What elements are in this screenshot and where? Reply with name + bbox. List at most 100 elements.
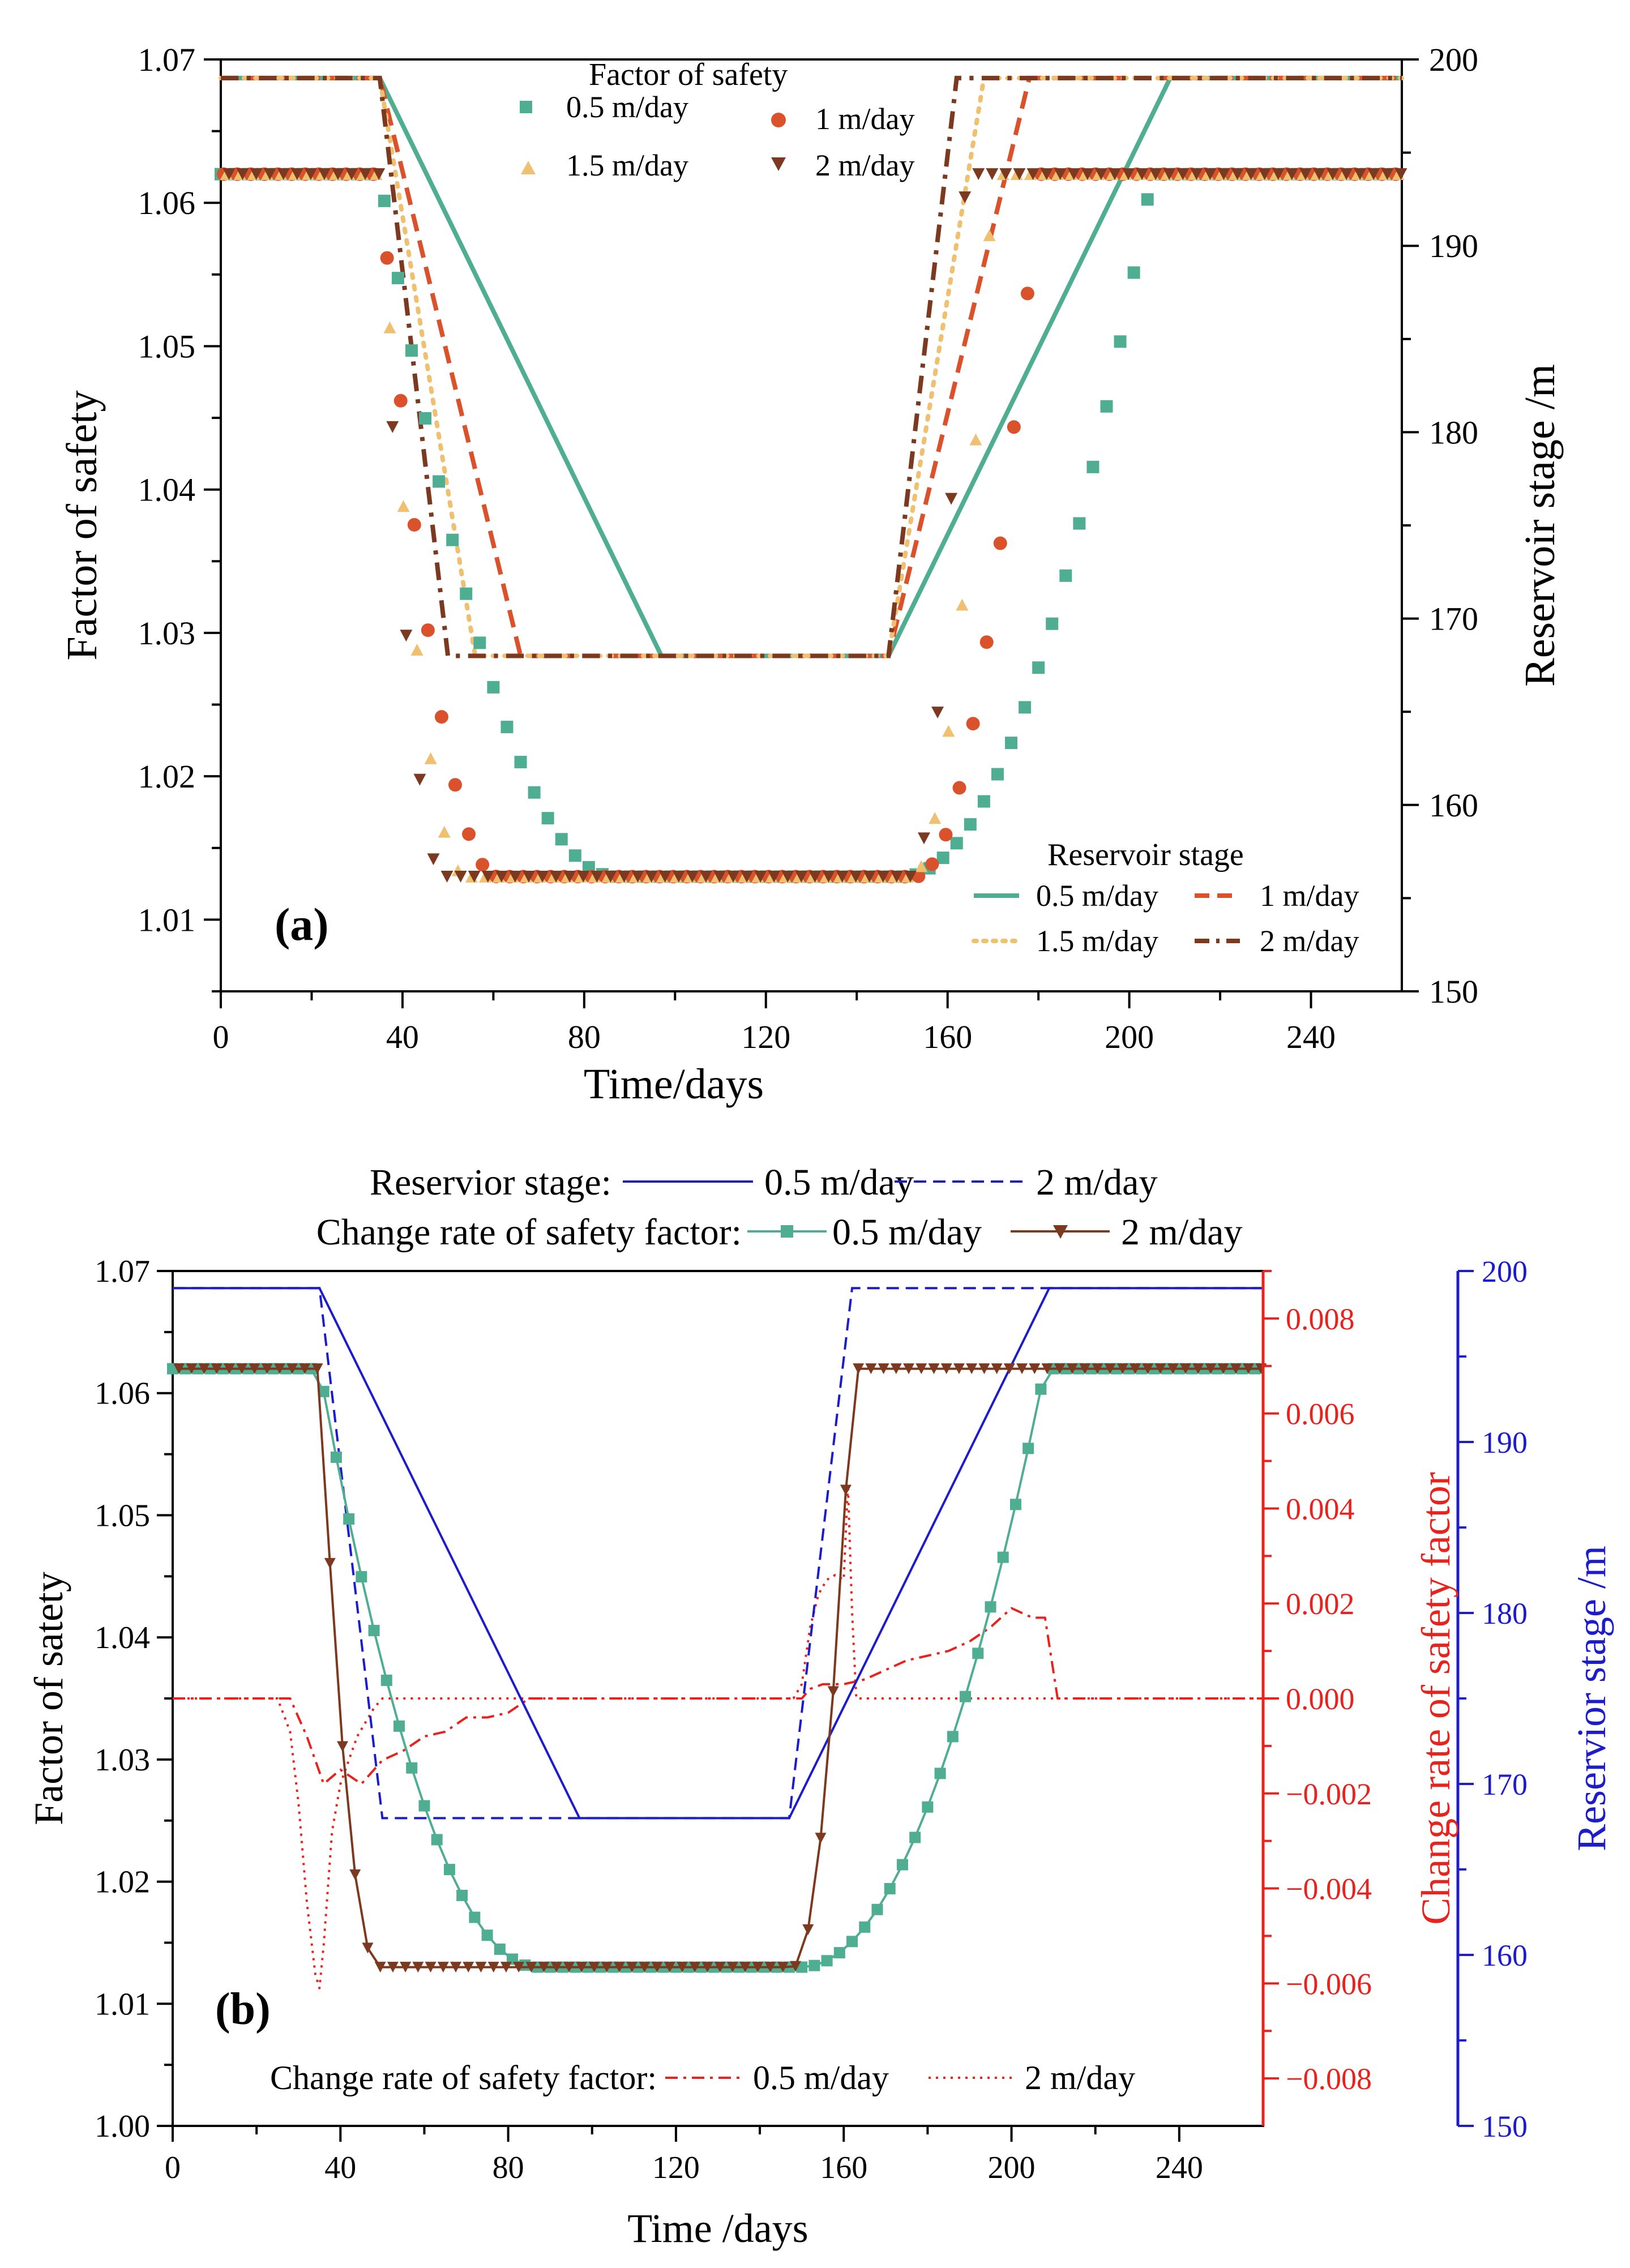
panel-a-fos-point	[991, 768, 1004, 781]
panel-a-fos-point	[397, 500, 410, 512]
panel-a-fos-point	[400, 630, 413, 642]
panel-a-fos-point	[768, 870, 781, 883]
panel-b-fos-point	[840, 1484, 852, 1496]
panel-b-fos-point	[330, 1451, 342, 1463]
panel-b-y-mid-tick-label: −0.008	[1286, 2062, 1372, 2096]
panel-a-fos-point	[591, 870, 604, 883]
panel-a-fos-point	[604, 870, 617, 883]
panel-b-fos-point	[626, 1962, 638, 1973]
panel-a-fos-point	[1204, 168, 1217, 181]
panel-b-fos-point	[406, 1762, 418, 1774]
panel-a-x-tick-label: 120	[741, 1019, 790, 1055]
panel-a-label: (a)	[275, 898, 329, 950]
panel-a-fos-point	[522, 870, 535, 883]
panel-a-fos-point	[1086, 460, 1099, 473]
panel-a-fos-point	[407, 517, 421, 532]
panel-a-x-tick-label: 0	[213, 1019, 229, 1055]
panel-b-y-mid-tick-label: −0.004	[1286, 1872, 1372, 1906]
panel-b-fos-point	[953, 1363, 965, 1375]
panel-b-fos-point	[362, 1942, 374, 1954]
panel-b-fos-point	[664, 1962, 675, 1973]
panel-a-stage-legend: Reservoir stage 0.5 m/day 1 m/day 1.5 m/…	[972, 837, 1359, 958]
panel-a-fos-point	[1149, 168, 1162, 181]
panel-b-fos-point	[1023, 1443, 1034, 1454]
legend-marker-square	[781, 1225, 793, 1238]
panel-b-fos-point	[1009, 1499, 1021, 1510]
panel-a-fos-point	[476, 858, 490, 872]
panel-b-fos-point	[915, 1363, 927, 1375]
panel-b-fos-point	[815, 1833, 827, 1844]
panel-a-fos-point	[1007, 420, 1021, 434]
panel-a-y-right-tick-label: 190	[1429, 228, 1478, 264]
panel-a-fos-point	[993, 536, 1007, 550]
panel-a-y-left-label: Factor of safety	[58, 391, 106, 661]
panel-a-fos-point	[421, 623, 435, 637]
panel-b-fos-point	[211, 1363, 223, 1375]
panel-b-legend-bottom-1: 2 m/day	[1025, 2059, 1135, 2096]
panel-b-fos-point	[261, 1363, 273, 1375]
panel-a-fos-point	[424, 752, 437, 764]
panel-a-x-tick-label: 240	[1286, 1019, 1336, 1055]
panel-b-y-left-tick-label: 1.05	[95, 1498, 150, 1533]
panel-a-stage-legend-1: 1 m/day	[1260, 879, 1359, 913]
panel-b-y-left-tick-label: 1.03	[95, 1743, 150, 1778]
panel-a-fos-point	[822, 870, 835, 883]
panel-b-fos-point	[500, 1962, 512, 1973]
panel-b-fos-point	[960, 1691, 972, 1702]
panel-a-fos-point	[956, 598, 969, 611]
legend-marker-circle	[771, 113, 786, 127]
panel-a-x-label: Time/days	[584, 1060, 764, 1108]
legend-marker-triangle-up	[521, 161, 536, 174]
panel-a-fos-point	[500, 721, 514, 734]
panel-a-fos-point	[672, 870, 685, 883]
panel-a-fos-point	[836, 870, 849, 883]
panel-b-fos-point	[1230, 1363, 1242, 1375]
panel-b-x-tick-label: 0	[165, 2150, 181, 2185]
panel-a-fos-point	[1141, 193, 1154, 206]
panel-a-fos-point	[223, 168, 236, 181]
panel-b-fos-series-0	[167, 1363, 1261, 1973]
panel-a-fos-point	[964, 818, 977, 831]
panel-b-fos-point	[1041, 1363, 1053, 1375]
panel-b-y-mid-tick-label: 0.006	[1286, 1397, 1355, 1431]
panel-a-fos-point	[250, 168, 263, 181]
panel-b-fos-point	[1167, 1363, 1179, 1375]
panel-a-fos-point	[876, 870, 889, 883]
panel-b-fos-point	[356, 1571, 367, 1583]
panel-b-fos-point	[349, 1869, 361, 1880]
panel-a-fos-point	[440, 870, 454, 883]
panel-b-fos-series	[167, 1363, 1267, 1973]
panel-b-fos-point	[400, 1962, 412, 1973]
panel-b-y-mid-tick-label: −0.002	[1286, 1777, 1372, 1811]
panel-a-fos-point	[1217, 168, 1230, 181]
panel-a-x-tick-label: 160	[923, 1019, 972, 1055]
panel-a-fos-point	[514, 756, 527, 769]
panel-a-fos-point	[263, 168, 276, 181]
panel-b-fos-point	[802, 1924, 814, 1936]
panel-a-fos-point	[945, 493, 958, 505]
panel-a-fos-point	[495, 870, 508, 883]
panel-a-fos-point	[577, 870, 590, 883]
panel-a-fos-point	[1100, 400, 1113, 413]
panel-b-fos-point	[463, 1962, 474, 1973]
panel-b-fos-point	[934, 1768, 946, 1779]
panel-b-fos-point	[833, 1947, 845, 1959]
panel-b-fos-point	[437, 1962, 449, 1973]
panel-b-fos-point	[538, 1962, 550, 1973]
panel-a-fos-point	[438, 825, 451, 838]
panel-a-fos-point	[986, 168, 999, 181]
panel-a-y-right-tick-label: 160	[1429, 787, 1478, 824]
panel-a-stage-legend-0: 0.5 m/day	[1036, 879, 1158, 913]
panel-a-fos-point	[795, 870, 808, 883]
panel-b-fos-point	[896, 1859, 908, 1871]
panel-b-legend-rate-0: 0.5 m/day	[832, 1212, 982, 1253]
panel-b-fos-point	[469, 1911, 481, 1923]
panel-b-legend-bottom-0: 0.5 m/day	[753, 2059, 889, 2096]
panel-a-y-left-tick-label: 1.04	[138, 472, 196, 508]
panel-a-fos-series-3	[223, 168, 1407, 883]
panel-b-fos-point	[991, 1363, 1003, 1375]
panel-a-fos-legend-1: 1 m/day	[815, 102, 914, 136]
panel-a-fos-point	[481, 870, 494, 883]
panel-a-fos-point	[446, 533, 459, 546]
panel-b-y-right-tick-label: 150	[1482, 2109, 1528, 2143]
